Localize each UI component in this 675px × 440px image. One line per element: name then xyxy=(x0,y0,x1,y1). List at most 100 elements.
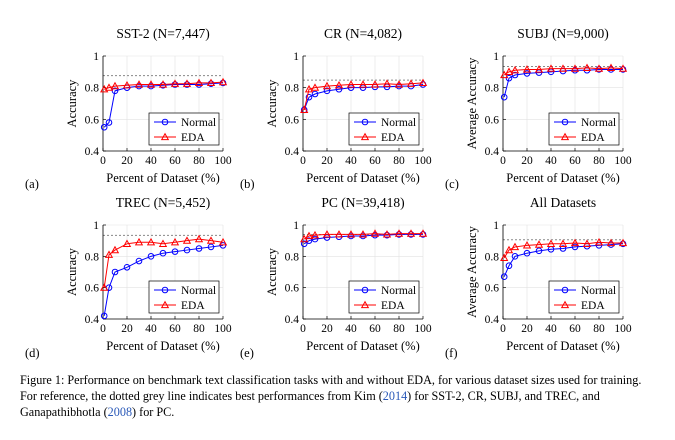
y-tick-label: 0.8 xyxy=(85,83,100,95)
data-point-eda xyxy=(594,64,604,72)
data-point-normal xyxy=(159,249,167,257)
data-point-eda xyxy=(522,65,532,73)
legend: Normal EDA xyxy=(348,112,420,146)
legend-entry-normal: Normal xyxy=(181,117,216,129)
data-point-eda xyxy=(522,241,532,249)
series-eda xyxy=(100,234,228,291)
data-point-normal xyxy=(300,240,308,248)
x-tick-label: 80 xyxy=(393,323,405,335)
x-tick-label: 100 xyxy=(414,323,432,335)
data-point-eda xyxy=(606,63,616,72)
legend-box xyxy=(148,112,220,146)
data-point-eda xyxy=(618,238,628,247)
x-axis-label: Percent of Dataset (%) xyxy=(506,171,620,185)
y-tick-label: 1 xyxy=(93,220,99,232)
data-point-eda xyxy=(582,239,592,247)
series-eda xyxy=(500,63,628,79)
data-point-eda xyxy=(322,81,332,90)
citation-kim-2014[interactable]: 2014 xyxy=(382,389,408,403)
data-point-eda xyxy=(558,239,568,247)
x-tick-label: 40 xyxy=(545,323,557,335)
legend-marker-normal xyxy=(161,286,169,294)
data-point-normal xyxy=(523,70,531,77)
legend-entry-normal: Normal xyxy=(581,285,616,297)
x-tick-label: 100 xyxy=(614,155,632,167)
chart-title: TREC (N=5,452) xyxy=(116,195,211,210)
y-tick-label: 0.6 xyxy=(85,283,100,295)
x-tick-label: 40 xyxy=(345,323,357,335)
data-point-normal xyxy=(505,74,513,82)
x-tick-label: 60 xyxy=(369,323,381,335)
legend-marker-eda xyxy=(160,132,170,141)
data-point-normal xyxy=(511,71,519,79)
legend-marker-eda xyxy=(560,132,570,141)
y-tick-label: 0.4 xyxy=(285,146,300,158)
series-line-normal xyxy=(303,84,424,111)
data-point-eda xyxy=(510,65,520,74)
legend-box xyxy=(548,280,620,314)
data-point-eda xyxy=(122,80,132,89)
data-point-eda xyxy=(394,80,404,88)
data-point-normal xyxy=(100,123,108,131)
x-tick-label: 60 xyxy=(169,155,181,167)
data-point-eda xyxy=(346,80,356,88)
data-point-eda xyxy=(382,230,392,238)
legend-box xyxy=(548,112,620,146)
series-eda xyxy=(300,229,428,243)
legend-entry-normal: Normal xyxy=(381,285,416,297)
data-point-eda xyxy=(570,238,580,247)
data-point-eda xyxy=(322,230,332,238)
y-axis-label: Average Accuracy xyxy=(465,57,479,149)
data-point-eda xyxy=(134,237,144,246)
data-point-eda xyxy=(304,231,314,240)
data-point-eda xyxy=(500,253,509,262)
data-point-normal xyxy=(147,253,155,260)
data-point-eda xyxy=(170,237,180,246)
x-tick-label: 60 xyxy=(569,323,581,335)
data-point-normal xyxy=(571,243,579,251)
data-point-eda xyxy=(310,83,320,91)
x-tick-label: 0 xyxy=(500,155,506,167)
y-tick-label: 0.4 xyxy=(285,314,300,326)
x-tick-label: 20 xyxy=(521,323,533,335)
data-point-normal xyxy=(135,257,143,265)
chart-panel-2: 0.4 0.6 0.8 1 0 20 40 60 80 100 CR (N=4,082) Percen… xyxy=(240,26,432,191)
series-eda xyxy=(300,78,428,113)
data-point-normal xyxy=(535,247,543,255)
x-tick-label: 0 xyxy=(300,323,306,335)
y-tick-label: 0.4 xyxy=(485,146,500,158)
data-point-eda xyxy=(304,84,314,93)
data-point-eda xyxy=(334,230,344,238)
legend: Normal EDA xyxy=(148,112,220,146)
data-point-normal xyxy=(500,93,508,101)
data-point-eda xyxy=(218,237,228,246)
data-point-normal xyxy=(305,93,313,101)
data-point-normal xyxy=(335,85,343,93)
data-point-eda xyxy=(182,236,192,244)
data-point-eda xyxy=(310,230,320,239)
citation-ganapathibhotla-2008[interactable]: 2008 xyxy=(107,405,133,419)
chart-panel-4: 0.4 0.6 0.8 1 0 20 40 60 80 100 TREC (N=5,452) Perc… xyxy=(25,195,232,360)
data-point-eda xyxy=(110,81,120,90)
y-tick-label: 0.8 xyxy=(485,83,500,95)
data-point-eda xyxy=(370,80,380,88)
x-tick-label: 20 xyxy=(121,323,133,335)
chart-title: CR (N=4,082) xyxy=(324,26,402,41)
chart-title: PC (N=39,418) xyxy=(321,195,404,210)
legend-marker-eda xyxy=(160,300,170,309)
data-point-eda xyxy=(194,78,204,87)
data-point-eda xyxy=(182,79,192,87)
data-point-eda xyxy=(504,245,514,254)
data-point-eda xyxy=(194,234,204,243)
x-tick-label: 100 xyxy=(214,155,232,167)
series-line-normal xyxy=(503,243,624,277)
y-tick-label: 1 xyxy=(493,220,499,232)
x-axis-label: Percent of Dataset (%) xyxy=(106,339,220,353)
data-point-eda xyxy=(406,79,416,87)
legend-marker-normal xyxy=(361,286,369,294)
data-point-normal xyxy=(511,253,519,260)
y-tick-label: 0.6 xyxy=(85,114,100,126)
caption-text-start: Figure 1: Performance on benchmark text … xyxy=(20,373,642,403)
data-point-normal xyxy=(305,237,313,244)
chart-panel-3: 0.4 0.6 0.8 1 0 20 40 60 80 100 SUBJ (N=9,000) Perc… xyxy=(445,26,632,191)
